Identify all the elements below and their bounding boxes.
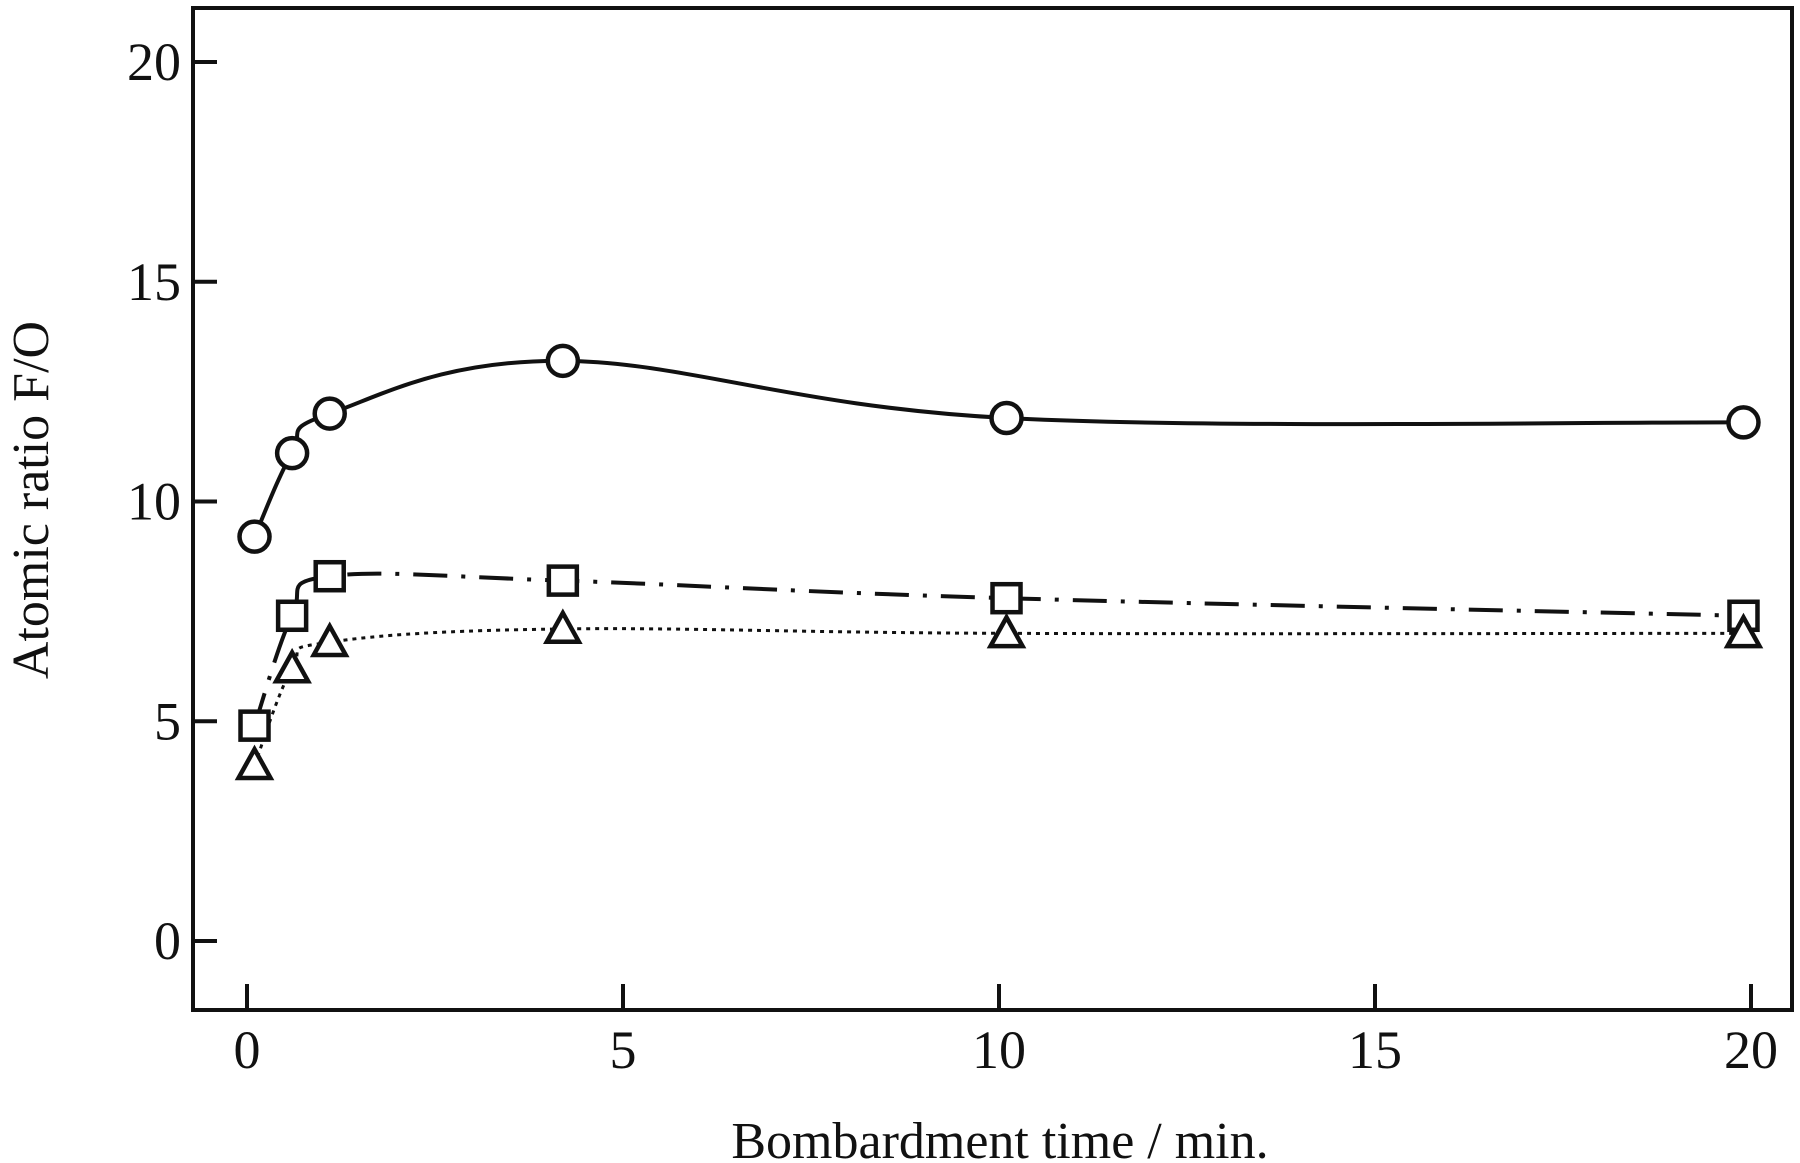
x-axis-title: Bombardment time / min. xyxy=(731,1113,1268,1163)
y-tick-label: 15 xyxy=(127,252,181,312)
plot-frame xyxy=(191,6,1794,1012)
circle-marker xyxy=(545,343,581,379)
series-line-square xyxy=(252,571,1744,727)
y-tick-label: 0 xyxy=(154,911,181,971)
y-axis: 0 5 10 15 20 xyxy=(127,32,217,971)
triangle-marker xyxy=(986,612,1027,649)
series-line-triangle xyxy=(253,627,1744,766)
circle-marker xyxy=(237,519,272,554)
circle-marker xyxy=(1726,405,1761,440)
triangle-marker xyxy=(309,621,350,658)
circle-marker xyxy=(989,400,1024,436)
circle-marker xyxy=(312,396,347,431)
x-tick-label: 5 xyxy=(610,1020,637,1080)
triangle-marker xyxy=(1723,612,1764,649)
square-marker xyxy=(275,599,309,633)
x-tick-label: 20 xyxy=(1724,1020,1778,1080)
square-marker xyxy=(990,581,1023,615)
square-marker xyxy=(546,564,580,597)
x-tick-label: 10 xyxy=(972,1020,1026,1080)
x-axis: 0 5 10 15 20 xyxy=(234,984,1778,1080)
y-tick-label: 10 xyxy=(127,472,181,532)
y-tick-label: 20 xyxy=(127,32,181,92)
x-tick-label: 15 xyxy=(1348,1020,1402,1080)
circle-marker xyxy=(274,435,310,471)
x-tick-label: 0 xyxy=(234,1020,261,1080)
square-marker xyxy=(313,559,346,593)
square-marker xyxy=(238,709,271,742)
triangle-marker xyxy=(272,647,312,684)
triangle-marker xyxy=(543,608,583,645)
y-tick-label: 5 xyxy=(154,691,181,751)
series-markers xyxy=(234,343,1764,781)
series-line-circle xyxy=(252,358,1744,538)
triangle-marker xyxy=(234,744,275,781)
y-axis-title: Atomic ratio F/O xyxy=(3,321,60,679)
